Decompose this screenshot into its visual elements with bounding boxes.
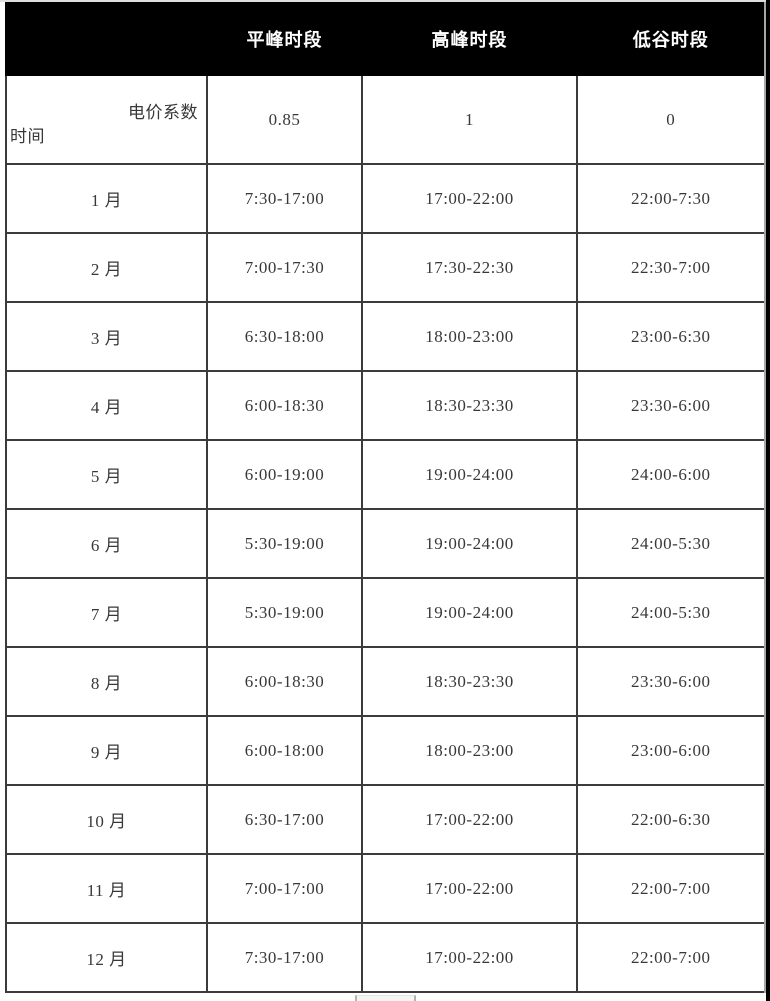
- top-edge-line: [0, 0, 770, 2]
- coefficient-row: 电价系数 时间 0.85 1 0: [5, 74, 767, 165]
- month-label: 9 月: [5, 715, 208, 786]
- table-row-month-5: 5 月 6:00-19:00 19:00-24:00 24:00-6:00: [5, 439, 767, 510]
- tou-pricing-table: 平峰时段 高峰时段 低谷时段 电价系数 时间 0.85 1 0 1 月 7:30…: [5, 2, 769, 993]
- corner-split-cell: 电价系数 时间: [5, 74, 208, 165]
- flat-time-range: 7:00-17:00: [206, 853, 363, 924]
- flat-time-range: 7:30-17:00: [206, 163, 363, 234]
- corner-label-price-coefficient: 电价系数: [128, 103, 198, 122]
- month-label: 5 月: [5, 439, 208, 510]
- header-flat-period: 平峰时段: [206, 2, 363, 76]
- month-label: 4 月: [5, 370, 208, 441]
- peak-time-range: 17:30-22:30: [361, 232, 578, 303]
- peak-time-range: 17:00-22:00: [361, 784, 578, 855]
- valley-time-range: 24:00-6:00: [576, 439, 767, 510]
- table-row-month-4: 4 月 6:00-18:30 18:30-23:30 23:30-6:00: [5, 370, 767, 441]
- month-label: 3 月: [5, 301, 208, 372]
- flat-time-range: 7:00-17:30: [206, 232, 363, 303]
- table-row-month-12: 12 月 7:30-17:00 17:00-22:00 22:00-7:00: [5, 922, 767, 993]
- table-row-month-2: 2 月 7:00-17:30 17:30-22:30 22:30-7:00: [5, 232, 767, 303]
- valley-time-range: 23:30-6:00: [576, 370, 767, 441]
- valley-time-range: 23:30-6:00: [576, 646, 767, 717]
- peak-time-range: 19:00-24:00: [361, 439, 578, 510]
- header-valley-period: 低谷时段: [576, 2, 767, 76]
- month-label: 7 月: [5, 577, 208, 648]
- flat-time-range: 7:30-17:00: [206, 922, 363, 993]
- valley-time-range: 23:00-6:30: [576, 301, 767, 372]
- coefficient-valley: 0: [576, 74, 767, 165]
- valley-time-range: 22:00-7:30: [576, 163, 767, 234]
- valley-time-range: 24:00-5:30: [576, 577, 767, 648]
- table-row-month-7: 7 月 5:30-19:00 19:00-24:00 24:00-5:30: [5, 577, 767, 648]
- peak-time-range: 18:00-23:00: [361, 301, 578, 372]
- flat-time-range: 6:00-19:00: [206, 439, 363, 510]
- table-row-month-6: 6 月 5:30-19:00 19:00-24:00 24:00-5:30: [5, 508, 767, 579]
- flat-time-range: 5:30-19:00: [206, 577, 363, 648]
- month-label: 11 月: [5, 853, 208, 924]
- table-row-month-3: 3 月 6:30-18:00 18:00-23:00 23:00-6:30: [5, 301, 767, 372]
- valley-time-range: 22:00-7:00: [576, 853, 767, 924]
- peak-time-range: 19:00-24:00: [361, 577, 578, 648]
- header-row: 平峰时段 高峰时段 低谷时段: [5, 2, 767, 76]
- valley-time-range: 24:00-5:30: [576, 508, 767, 579]
- flat-time-range: 6:30-17:00: [206, 784, 363, 855]
- peak-time-range: 18:00-23:00: [361, 715, 578, 786]
- header-peak-period: 高峰时段: [361, 2, 578, 76]
- valley-time-range: 22:30-7:00: [576, 232, 767, 303]
- peak-time-range: 17:00-22:00: [361, 853, 578, 924]
- valley-time-range: 22:00-7:00: [576, 922, 767, 993]
- scrollbar-thumb[interactable]: [355, 995, 416, 1001]
- table-row-month-11: 11 月 7:00-17:00 17:00-22:00 22:00-7:00: [5, 853, 767, 924]
- coefficient-flat: 0.85: [206, 74, 363, 165]
- table-row-month-8: 8 月 6:00-18:30 18:30-23:30 23:30-6:00: [5, 646, 767, 717]
- peak-time-range: 18:30-23:30: [361, 370, 578, 441]
- header-corner-cell: [5, 2, 208, 76]
- month-label: 8 月: [5, 646, 208, 717]
- flat-time-range: 6:00-18:30: [206, 646, 363, 717]
- flat-time-range: 6:00-18:00: [206, 715, 363, 786]
- peak-time-range: 18:30-23:30: [361, 646, 578, 717]
- month-label: 10 月: [5, 784, 208, 855]
- peak-time-range: 17:00-22:00: [361, 922, 578, 993]
- window-right-edge: [766, 0, 770, 1001]
- coefficient-peak: 1: [361, 74, 578, 165]
- table-row-month-9: 9 月 6:00-18:00 18:00-23:00 23:00-6:00: [5, 715, 767, 786]
- flat-time-range: 6:30-18:00: [206, 301, 363, 372]
- valley-time-range: 23:00-6:00: [576, 715, 767, 786]
- peak-time-range: 17:00-22:00: [361, 163, 578, 234]
- month-label: 1 月: [5, 163, 208, 234]
- peak-time-range: 19:00-24:00: [361, 508, 578, 579]
- table-row-month-10: 10 月 6:30-17:00 17:00-22:00 22:00-6:30: [5, 784, 767, 855]
- month-label: 6 月: [5, 508, 208, 579]
- month-label: 2 月: [5, 232, 208, 303]
- table-row-month-1: 1 月 7:30-17:00 17:00-22:00 22:00-7:30: [5, 163, 767, 234]
- corner-label-time: 时间: [10, 127, 45, 146]
- table-header: 平峰时段 高峰时段 低谷时段: [5, 2, 767, 76]
- month-label: 12 月: [5, 922, 208, 993]
- flat-time-range: 6:00-18:30: [206, 370, 363, 441]
- valley-time-range: 22:00-6:30: [576, 784, 767, 855]
- flat-time-range: 5:30-19:00: [206, 508, 363, 579]
